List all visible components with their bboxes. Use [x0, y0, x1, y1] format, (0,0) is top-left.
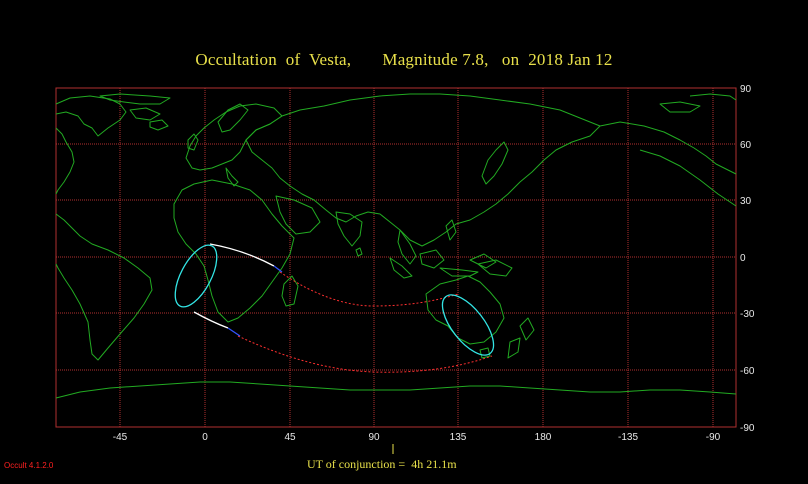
latitude-labels: 90 60 30 0 -30 -60 -90	[740, 84, 755, 434]
longitude-labels: -45 0 45 90 135 180 -135 -90	[113, 432, 721, 443]
map-title: Occultation of Vesta, Magnitude 7.8, on …	[195, 50, 613, 69]
lon-tick-label: 90	[368, 432, 380, 443]
occultation-path	[174, 243, 495, 373]
lat-tick-label: 90	[740, 84, 752, 95]
ut-conjunction-label: UT of conjunction = 4h 21.1m	[307, 457, 457, 471]
lon-tick-label: 0	[202, 432, 208, 443]
lon-tick-label: 45	[284, 432, 296, 443]
lon-tick-label: -135	[618, 432, 638, 443]
lon-tick-label: 135	[450, 432, 467, 443]
lat-tick-label: -60	[740, 366, 755, 377]
coastlines	[55, 93, 737, 399]
lon-tick-label: -90	[706, 432, 721, 443]
central-line-south-dark	[227, 327, 241, 337]
path-south-limit	[237, 335, 493, 373]
software-version-label: Occult 4.1.2.0	[4, 461, 54, 470]
visibility-ellipse-east	[441, 294, 495, 356]
central-line-south	[193, 311, 229, 329]
lat-tick-label: -90	[740, 423, 755, 434]
grid-lines	[56, 88, 736, 427]
lat-tick-label: 60	[740, 140, 752, 151]
lat-tick-label: 0	[740, 253, 746, 264]
lon-tick-label: -45	[113, 432, 128, 443]
central-line-north	[209, 243, 275, 267]
central-line-north-dark	[273, 265, 283, 273]
visibility-ellipse-west	[174, 244, 218, 308]
path-north-limit	[279, 271, 459, 307]
lon-tick-label: 180	[535, 432, 552, 443]
lat-tick-label: 30	[740, 196, 752, 207]
lat-tick-label: -30	[740, 309, 755, 320]
